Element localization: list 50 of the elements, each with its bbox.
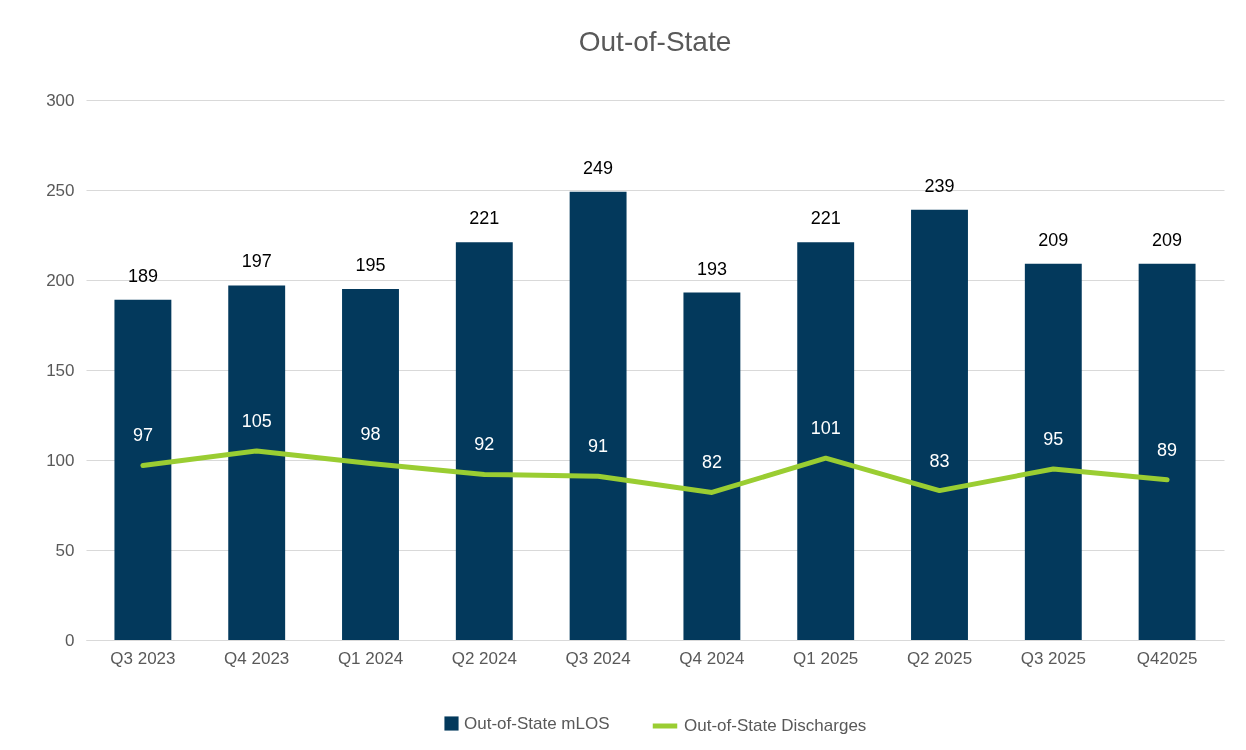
y-tick-label: 200 — [46, 270, 75, 290]
x-tick-label: Q42025 — [1136, 648, 1198, 668]
bar — [114, 299, 172, 640]
y-tick-label: 100 — [46, 450, 75, 470]
x-tick-label: Q4 2023 — [224, 648, 290, 668]
data-label: 92 — [474, 434, 495, 455]
data-label: 97 — [132, 425, 153, 446]
data-label: 98 — [360, 423, 381, 444]
chart-title: Out-of-State — [578, 26, 732, 57]
bar — [1138, 263, 1196, 640]
x-tick-label: Q3 2025 — [1020, 648, 1086, 668]
bar — [455, 242, 513, 640]
x-tick-label: Q1 2025 — [793, 648, 859, 668]
y-tick-label: 0 — [65, 630, 75, 650]
data-label: 83 — [929, 450, 950, 471]
bar — [683, 292, 741, 640]
data-label: 95 — [1043, 429, 1064, 449]
bar — [228, 285, 286, 640]
data-label: 209 — [1152, 229, 1183, 250]
bar — [569, 191, 627, 640]
data-label: 101 — [810, 418, 841, 439]
x-tick-label: Q4 2024 — [679, 648, 745, 668]
bar — [1024, 263, 1082, 640]
x-tick-label: Q3 2023 — [110, 648, 176, 668]
x-tick-label: Q2 2025 — [906, 648, 973, 668]
bar — [797, 242, 855, 640]
data-label: 221 — [469, 208, 500, 229]
data-label: 105 — [241, 411, 272, 431]
data-label: 209 — [1038, 229, 1069, 250]
data-label: 189 — [127, 265, 158, 286]
data-label: 82 — [701, 452, 722, 473]
data-label: 197 — [241, 251, 272, 272]
x-tick-label: Q1 2024 — [337, 648, 404, 668]
data-label: 195 — [355, 255, 386, 275]
x-tick-label: Q3 2024 — [565, 648, 631, 668]
y-tick-label: 150 — [46, 360, 75, 380]
y-tick-label: 50 — [55, 540, 75, 560]
data-label: 193 — [696, 258, 727, 279]
data-label: 239 — [924, 175, 955, 196]
data-label: 89 — [1157, 439, 1178, 460]
data-label: 249 — [583, 157, 614, 178]
bar — [911, 209, 968, 640]
y-tick-label: 300 — [46, 90, 75, 110]
data-label: 91 — [588, 436, 609, 457]
data-label: 221 — [810, 208, 841, 229]
legend-label: Out-of-State Discharges — [684, 716, 867, 735]
x-tick-label: Q2 2024 — [451, 648, 517, 668]
y-tick-label: 250 — [46, 180, 75, 200]
bar — [342, 289, 399, 640]
legend-label: Out-of-State mLOS — [464, 713, 610, 733]
